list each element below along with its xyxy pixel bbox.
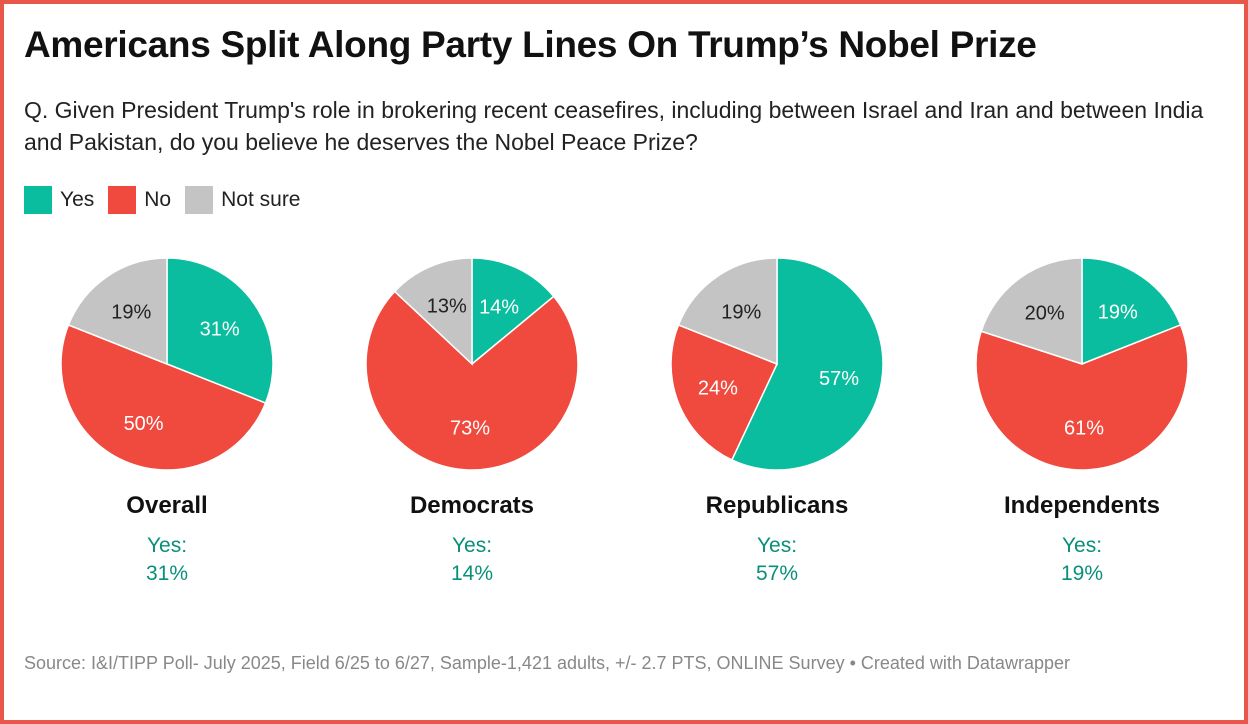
legend-swatch-no: [108, 186, 137, 214]
slice-label: 14%: [479, 296, 519, 318]
pie-slice-yes: [471, 257, 555, 366]
pie-slice-not-sure: [677, 257, 778, 366]
legend-item-yes: Yes: [24, 186, 94, 214]
pie-slice-no: [60, 324, 267, 471]
legend: Yes No Not sure: [24, 186, 301, 214]
yes-summary: Yes: 31%: [37, 532, 297, 588]
yes-label: Yes:: [756, 534, 798, 557]
slice-label: 57%: [819, 368, 859, 390]
pie-slice-not-sure: [67, 257, 168, 366]
legend-item-not-sure: Not sure: [185, 186, 301, 214]
pie-slice-yes: [730, 257, 884, 471]
slice-label: 73%: [450, 418, 490, 440]
yes-label: Yes:: [1061, 534, 1103, 557]
slice-label: 19%: [721, 301, 761, 323]
legend-swatch-yes: [24, 186, 52, 214]
chart-title: Americans Split Along Party Lines On Tru…: [24, 24, 1037, 65]
pie-slice-not-sure: [393, 257, 473, 366]
pie-title: Democrats: [409, 492, 535, 519]
pie-slice-yes: [166, 257, 274, 404]
pie-group-independents: Independents Yes: 19%: [952, 492, 1212, 588]
pie-charts: 31% 50% 19% 14% 73% 13% 57% 24% 19% 19% 61% 20%: [60, 257, 1189, 471]
pie-slice-no: [670, 324, 779, 461]
yes-summary: Yes: 19%: [952, 532, 1212, 588]
yes-summary: Yes: 57%: [647, 532, 907, 588]
pie-slice-not-sure: [980, 257, 1083, 366]
yes-value: 57%: [755, 562, 799, 585]
yes-value: 19%: [1060, 562, 1104, 585]
legend-label: Not sure: [221, 188, 301, 211]
legend-swatch-not-sure: [185, 186, 214, 214]
slice-label: 50%: [124, 413, 164, 435]
pie-title: Republicans: [705, 492, 849, 519]
yes-label: Yes:: [451, 534, 493, 557]
legend-label: No: [144, 188, 172, 211]
slice-label: 19%: [111, 301, 151, 323]
pie-title: Independents: [1003, 492, 1160, 519]
yes-summary: Yes: 14%: [342, 532, 602, 588]
yes-value: 31%: [145, 562, 189, 585]
legend-item-no: No: [108, 186, 171, 214]
slice-label: 20%: [1025, 303, 1065, 325]
slice-label: 19%: [1098, 301, 1138, 323]
chart-subtitle: Q. Given President Trump's role in broke…: [24, 97, 1204, 155]
pie-group-overall: Overall Yes: 31%: [37, 492, 297, 588]
yes-value: 14%: [450, 562, 494, 585]
source-note: Source: I&I/TIPP Poll- July 2025, Field …: [24, 653, 1070, 673]
pie-slice-no: [975, 324, 1189, 471]
slice-label: 31%: [200, 318, 240, 340]
pie-group-republicans: Republicans Yes: 57%: [647, 492, 907, 588]
slice-label: 24%: [698, 377, 738, 399]
pie-slice-no: [365, 290, 579, 471]
legend-label: Yes: [60, 188, 95, 211]
slice-label: 13%: [427, 296, 467, 318]
pie-title: Overall: [126, 492, 208, 519]
yes-label: Yes:: [146, 534, 188, 557]
pie-slice-yes: [1081, 257, 1182, 366]
pie-group-democrats: Democrats Yes: 14%: [342, 492, 602, 588]
slice-label: 61%: [1064, 418, 1104, 440]
